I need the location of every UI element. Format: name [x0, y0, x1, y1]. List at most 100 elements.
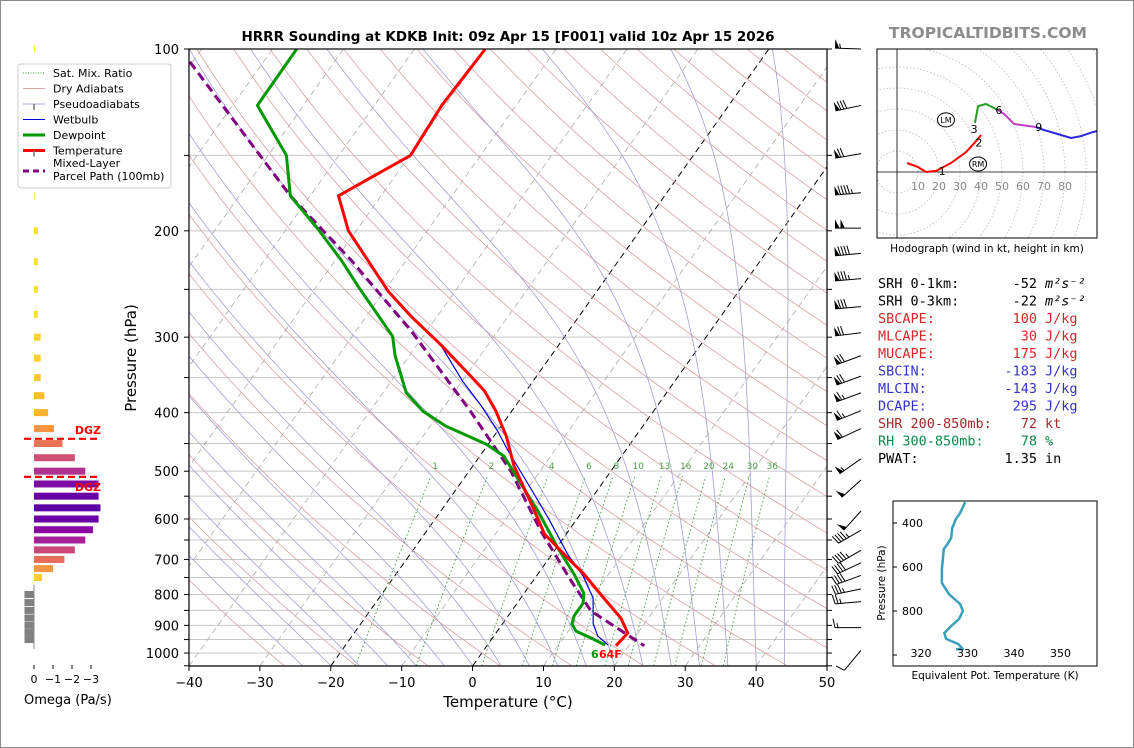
stat-row: PWAT: 1.35 in	[878, 451, 1061, 467]
barb-full	[843, 185, 848, 195]
mixing-ratio-label: 4	[549, 462, 555, 472]
y-tick-label: 600	[154, 513, 179, 528]
mixing-ratio-line	[575, 476, 636, 666]
hodograph-panel: 10 20 30 40 50 60 70 80 1 23 6 9 LM RM Hodograph (wind…	[876, 48, 1098, 255]
barb-full	[837, 271, 842, 281]
barb-shaft	[835, 153, 862, 159]
barb-shaft	[835, 278, 862, 282]
omega-tick-label: 0	[31, 673, 38, 686]
barb-pennant	[835, 490, 845, 498]
dry-adiabat	[306, 49, 827, 497]
barb-full	[840, 299, 845, 309]
isotherm-line	[614, 365, 827, 666]
mixing-ratio-line	[700, 476, 750, 666]
barb-pennant	[833, 149, 840, 159]
barb-shaft	[843, 510, 862, 531]
dry-adiabat	[269, 49, 827, 534]
omega-bar	[34, 354, 41, 362]
stat-value: -143	[1004, 381, 1037, 397]
mixing-ratio-label: 24	[723, 462, 735, 472]
barb-pennant	[833, 393, 841, 402]
dry-adiabat	[189, 393, 501, 666]
omega-bar	[34, 515, 99, 523]
barb-shaft	[838, 529, 862, 544]
omega-bar	[34, 258, 38, 266]
barb-full	[836, 574, 843, 583]
wind-barb	[834, 298, 862, 310]
stat-value: 72	[1021, 416, 1037, 432]
temperature-profile	[337, 49, 630, 647]
moist-adiabat	[189, 202, 559, 666]
omega-bar	[34, 555, 65, 563]
legend-label: Parcel Path (100mb)	[53, 170, 164, 183]
x-tick-label: −30	[246, 676, 273, 691]
y-tick-label: 200	[154, 225, 179, 240]
wind-barb	[833, 391, 862, 403]
barb-half	[847, 275, 851, 280]
stat-label: SBCIN:	[878, 364, 927, 380]
wind-barb	[834, 458, 862, 475]
omega-bar	[34, 310, 38, 318]
hodograph-height-label: 2	[975, 137, 982, 150]
stat-label: MLCIN:	[878, 381, 927, 397]
dgz-label: DGZ	[75, 481, 101, 494]
mixing-ratio-line	[354, 476, 432, 666]
stat-row: SBCIN: -183 J/kg	[878, 364, 1078, 380]
omega-bar	[24, 636, 34, 644]
stat-unit: J/kg	[1045, 329, 1078, 345]
legend-label: Wetbulb	[53, 114, 98, 127]
barb-full	[831, 535, 839, 544]
dry-adiabat	[343, 49, 827, 462]
hodograph-height-label: 6	[995, 104, 1002, 117]
y-tick-label: 800	[154, 588, 179, 603]
omega-bar	[34, 574, 42, 582]
mixing-ratio-line	[415, 476, 488, 666]
omega-bar	[34, 192, 35, 200]
theta-e-x-label: 350	[1050, 647, 1071, 660]
x-tick-label: −20	[317, 676, 344, 691]
barb-full	[835, 665, 845, 671]
omega-bar	[34, 333, 41, 341]
barb-full	[834, 564, 841, 573]
omega-bar	[34, 45, 35, 53]
mixing-ratio-label: 10	[632, 462, 644, 472]
stat-label: SHR 200-850mb:	[878, 416, 992, 432]
barb-pennant	[833, 412, 842, 421]
moist-adiabat	[326, 49, 672, 666]
storm-motion-marker	[936, 112, 955, 128]
stat-unit: J/kg	[1045, 311, 1078, 327]
omega-bar	[34, 526, 93, 534]
storm-motion-label: LM	[940, 116, 951, 125]
hodograph-ring-label: 30	[953, 180, 967, 193]
legend: Sat. Mix. Ratio Dry Adiabats Pseudoadiabat…	[17, 63, 172, 189]
stat-row: MUCAPE: 175 J/kg	[878, 346, 1078, 362]
stat-row: RH 300-850mb: 78%	[878, 434, 1053, 450]
hodograph-ring-label: 80	[1058, 180, 1072, 193]
hodograph-ring-label: 10	[911, 180, 925, 193]
stat-label: RH 300-850mb:	[878, 434, 984, 450]
dry-adiabat	[416, 49, 827, 393]
barb-pennant	[834, 186, 840, 195]
barb-full	[837, 326, 842, 336]
barb-half	[841, 413, 846, 418]
omega-bar	[34, 565, 53, 573]
theta-e-panel: 400 600 800 320 330 340 350 Equivalent Pot. Tem…	[876, 500, 1098, 682]
barb-full	[836, 563, 844, 572]
wind-barb	[831, 573, 862, 585]
y-tick-label: 900	[154, 619, 179, 634]
barb-full	[836, 429, 843, 438]
wind-barb	[833, 99, 862, 112]
stat-row: MLCAPE: 30 J/kg	[878, 329, 1078, 345]
moist-adiabat	[250, 49, 644, 666]
theta-e-y-label: 600	[902, 561, 923, 574]
wind-barb	[833, 410, 862, 421]
barb-full	[837, 553, 845, 561]
barb-full	[836, 354, 843, 364]
dry-adiabat	[189, 579, 285, 666]
stat-row: DCAPE: 295 J/kg	[878, 399, 1078, 415]
barb-pennant	[835, 219, 840, 229]
omega-panel: DGZ DGZ 0 −1 −2 −3 Omega (Pa/s)	[24, 45, 112, 708]
barb-full	[831, 576, 837, 585]
